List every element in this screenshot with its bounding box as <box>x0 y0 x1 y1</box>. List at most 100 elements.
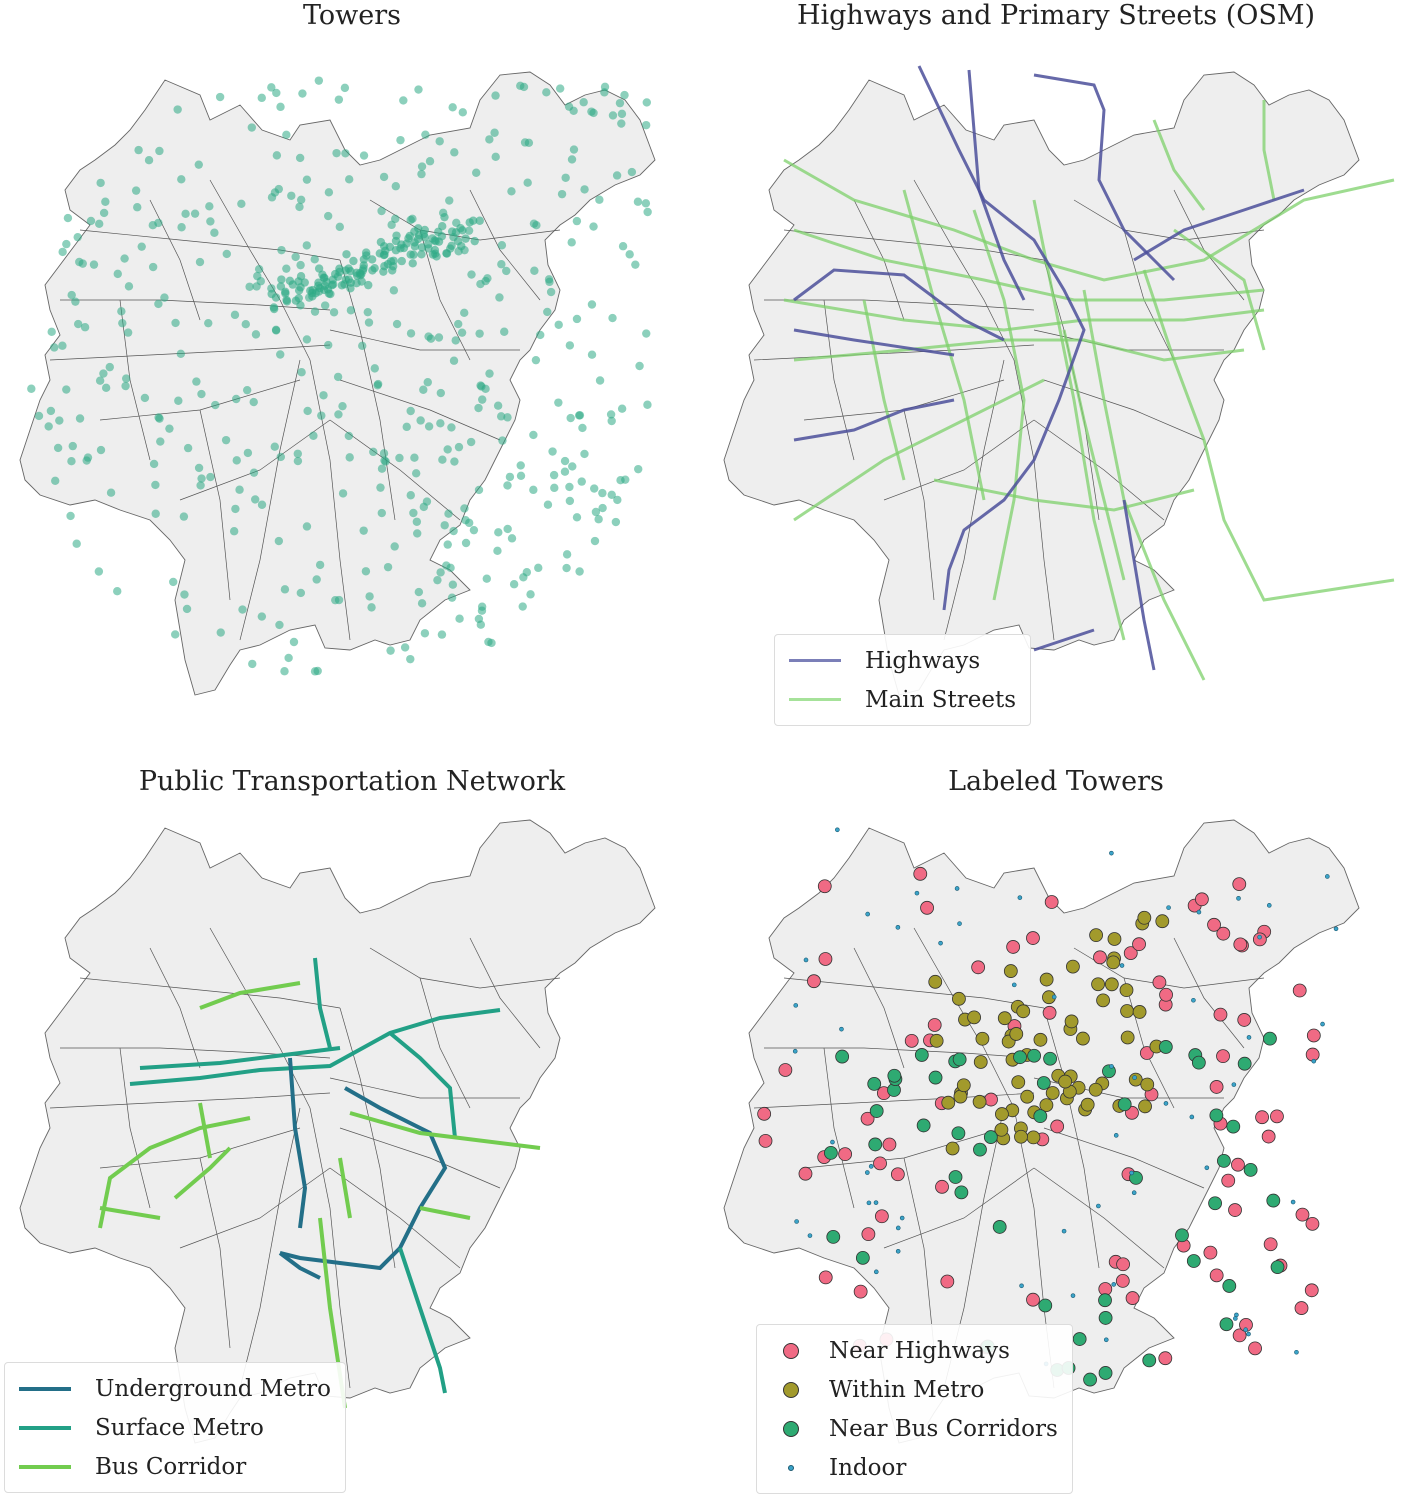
tower-point <box>569 106 578 115</box>
tower-point <box>400 643 410 652</box>
tower-point <box>364 280 373 290</box>
district-boundary <box>823 1047 855 1209</box>
tower-point <box>241 320 250 329</box>
tower-point <box>502 266 511 276</box>
legend-item-main-streets: Main Streets <box>789 680 1016 719</box>
tower-point <box>524 138 534 147</box>
legend-item-indoor: Indoor <box>771 1448 1058 1487</box>
indoor-point <box>1017 895 1023 900</box>
tower-point <box>309 431 318 440</box>
within-metro-point <box>1026 1130 1041 1145</box>
tower-point <box>154 413 163 422</box>
tower-point <box>300 278 309 287</box>
tower-point <box>389 256 398 265</box>
tower-point <box>237 199 246 208</box>
tower-point <box>543 307 552 317</box>
tower-point <box>529 219 539 228</box>
tower-point <box>352 271 362 280</box>
within-metro-point <box>1066 959 1080 974</box>
tower-point <box>144 155 154 165</box>
tower-point <box>73 232 82 242</box>
near-highways-point <box>1237 1013 1252 1027</box>
tower-point <box>62 385 71 394</box>
highway-line <box>793 398 955 442</box>
near-bus-corridors-point <box>855 1250 870 1265</box>
near-bus-corridors-point <box>1036 1076 1051 1090</box>
main-street-line <box>1032 199 1126 641</box>
tower-point <box>276 350 285 359</box>
tower-point <box>440 212 449 222</box>
tower-point <box>75 414 85 423</box>
tower-point <box>249 468 259 477</box>
tower-point <box>379 449 389 458</box>
tower-point <box>274 536 284 546</box>
legend-item-within-metro: Within Metro <box>771 1370 1058 1409</box>
indoor-point <box>1290 1199 1296 1205</box>
district-boundary <box>753 344 1035 361</box>
tower-point <box>197 474 206 483</box>
tower-point <box>424 332 433 341</box>
tower-point <box>546 287 556 297</box>
tower-point <box>454 319 463 329</box>
tower-point <box>53 443 63 453</box>
tower-point <box>451 336 460 345</box>
near-highways-point <box>1115 1274 1130 1288</box>
near-highways-point <box>984 1092 998 1107</box>
tower-point <box>476 279 485 289</box>
legend-item-highways: Highways <box>789 641 1016 680</box>
tower-point <box>390 542 399 551</box>
legend-label: Underground Metro <box>95 1375 331 1402</box>
tower-point <box>643 400 652 409</box>
within-metro-point <box>1137 910 1152 925</box>
tower-point <box>71 297 80 306</box>
tower-point <box>580 449 589 459</box>
tower-point <box>448 580 458 589</box>
tower-point <box>63 213 73 223</box>
tower-point <box>430 245 440 255</box>
tower-point <box>498 436 507 445</box>
main-street-line <box>1152 119 1206 211</box>
towers-panel: Towers <box>0 0 704 748</box>
highway-line <box>793 268 1005 342</box>
osm-title: Highways and Primary Streets (OSM) <box>796 0 1316 31</box>
near-bus-corridors-swatch <box>783 1420 799 1437</box>
tower-point <box>257 93 266 103</box>
tower-point <box>345 453 354 462</box>
near-highways-point <box>1228 1203 1242 1217</box>
near-bus-corridors-point <box>1226 1119 1241 1134</box>
main-street-line <box>793 338 1245 362</box>
tower-point <box>425 157 435 166</box>
near-highways-point <box>940 1274 955 1289</box>
near-highways-point <box>1261 1129 1276 1144</box>
near-bus-corridors-point <box>1191 1055 1206 1070</box>
near-highways-point <box>1125 1291 1140 1305</box>
tower-point <box>482 574 491 583</box>
tower-point <box>340 280 349 289</box>
tower-point <box>251 330 261 339</box>
underground-metro-line <box>279 1086 448 1271</box>
near-highways-point <box>1139 1046 1154 1060</box>
tower-point <box>503 413 512 422</box>
near-bus-corridors-point <box>1186 1254 1201 1268</box>
indoor-point <box>1320 1021 1325 1027</box>
near-highways-point <box>818 952 833 966</box>
tower-point <box>386 646 395 655</box>
tower-point <box>621 475 630 484</box>
tower-point <box>243 448 253 458</box>
near-highways-point <box>1304 1283 1319 1298</box>
tower-point <box>296 588 306 598</box>
near-bus-corridors-point <box>1208 1196 1222 1211</box>
tower-points <box>27 76 652 676</box>
near-bus-corridors-point <box>954 1185 969 1200</box>
district-boundary <box>883 419 1035 501</box>
main-street-line <box>1062 329 1126 581</box>
tower-point <box>148 221 158 230</box>
labeled-legend: Near Highways Within Metro Near Bus Corr… <box>756 1324 1073 1494</box>
within-metro-point <box>1128 1072 1143 1087</box>
near-highways-point <box>1305 1047 1320 1062</box>
tower-point <box>346 306 356 315</box>
near-highways-point <box>873 1156 887 1171</box>
within-metro-point <box>1091 977 1105 992</box>
tower-point <box>612 171 622 180</box>
tower-point <box>173 105 182 114</box>
